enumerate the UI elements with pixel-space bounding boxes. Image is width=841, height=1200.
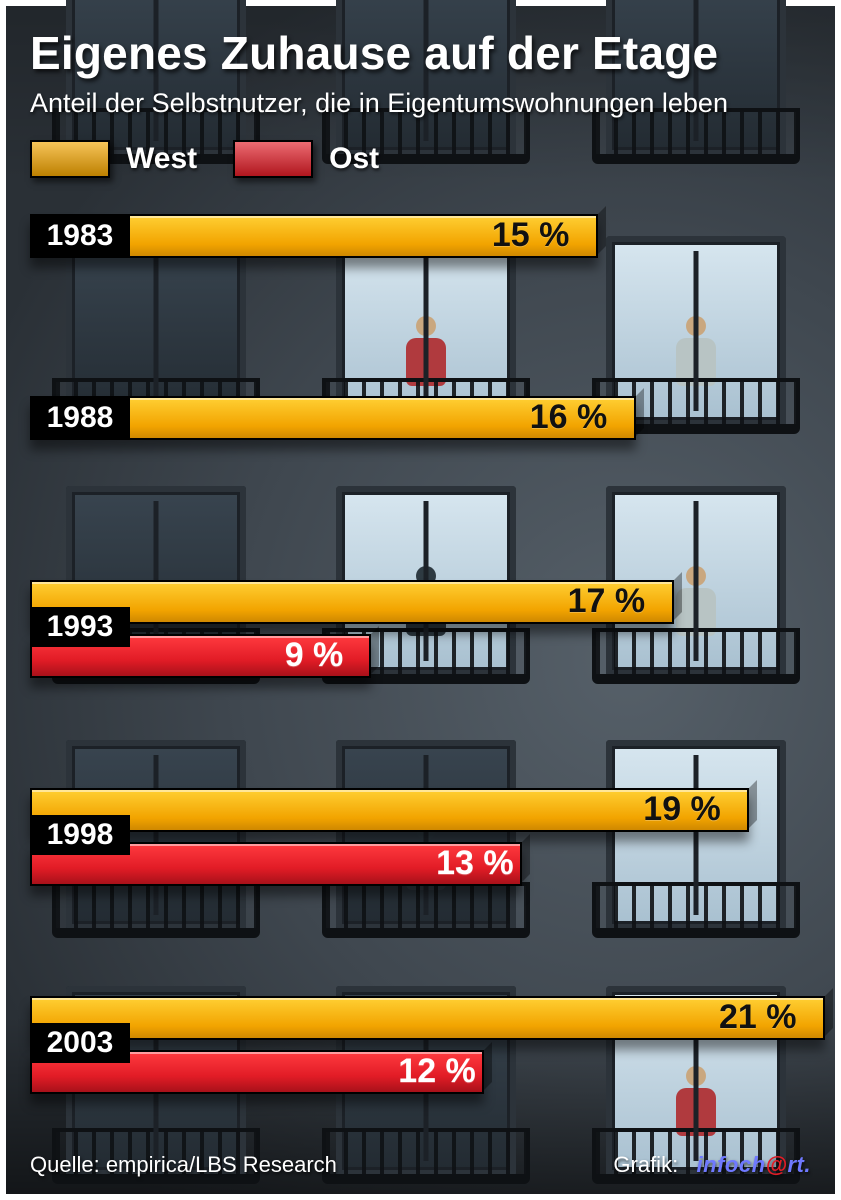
credit-logo-part: info	[697, 1152, 739, 1177]
year-label: 1983	[30, 216, 130, 256]
footer: Quelle: empirica/LBS Research Grafik: in…	[30, 1152, 811, 1178]
legend-swatch-west	[30, 140, 110, 178]
credit-logo-part: rt.	[788, 1152, 812, 1177]
legend: West Ost	[30, 140, 379, 178]
credit: Grafik: infoch@rt.	[613, 1152, 811, 1178]
credit-logo-at-icon: @	[766, 1152, 788, 1177]
bar-value-ost: 12 %	[398, 1052, 476, 1091]
bar-value-west: 16 %	[530, 398, 608, 437]
legend-swatch-ost	[233, 140, 313, 178]
page-subtitle: Anteil der Selbstnutzer, die in Eigentum…	[30, 88, 728, 119]
bar-value-west: 17 %	[568, 582, 646, 621]
credit-logo-part: ch	[739, 1152, 766, 1177]
bar-chart: 15 % 1983 16 % 1988 17 % 1993 9 % 19 % 1998 13 % 2…	[30, 214, 827, 1120]
bar-value-west: 19 %	[643, 790, 721, 829]
credit-logo: infoch@rt.	[697, 1152, 811, 1177]
source-label: Quelle: empirica/LBS Research	[30, 1152, 337, 1178]
bar-value-west: 21 %	[719, 998, 797, 1037]
bar-west	[30, 788, 749, 832]
bar-value-ost: 9 %	[285, 636, 344, 675]
legend-label-ost: Ost	[329, 142, 379, 176]
bar-value-west: 15 %	[492, 216, 570, 255]
year-label: 1993	[30, 607, 130, 647]
bar-value-ost: 13 %	[436, 844, 514, 883]
bar-west	[30, 996, 825, 1040]
legend-label-west: West	[126, 142, 197, 176]
year-label: 2003	[30, 1023, 130, 1063]
credit-label: Grafik:	[613, 1152, 678, 1177]
year-label: 1988	[30, 398, 130, 438]
page-title: Eigenes Zuhause auf der Etage	[30, 26, 718, 80]
year-label: 1998	[30, 815, 130, 855]
